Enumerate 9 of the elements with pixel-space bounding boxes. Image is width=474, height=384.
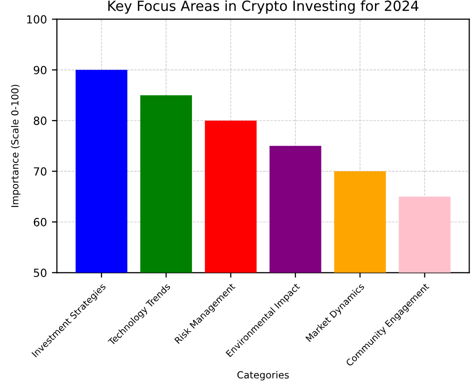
y-tick-label: 50: [34, 268, 46, 278]
y-tick-label: 90: [34, 66, 46, 74]
y-tick-label: 70: [34, 167, 46, 176]
x-axis-title: Categories: [237, 371, 289, 380]
y-axis-title: Importance (Scale 0-100): [10, 84, 20, 207]
chart-title: Key Focus Areas in Crypto Investing for 2024: [108, 0, 418, 14]
y-tick-label: 80: [34, 116, 46, 125]
y-tick-label: 60: [34, 218, 46, 226]
y-tick-label: 100: [27, 15, 46, 24]
